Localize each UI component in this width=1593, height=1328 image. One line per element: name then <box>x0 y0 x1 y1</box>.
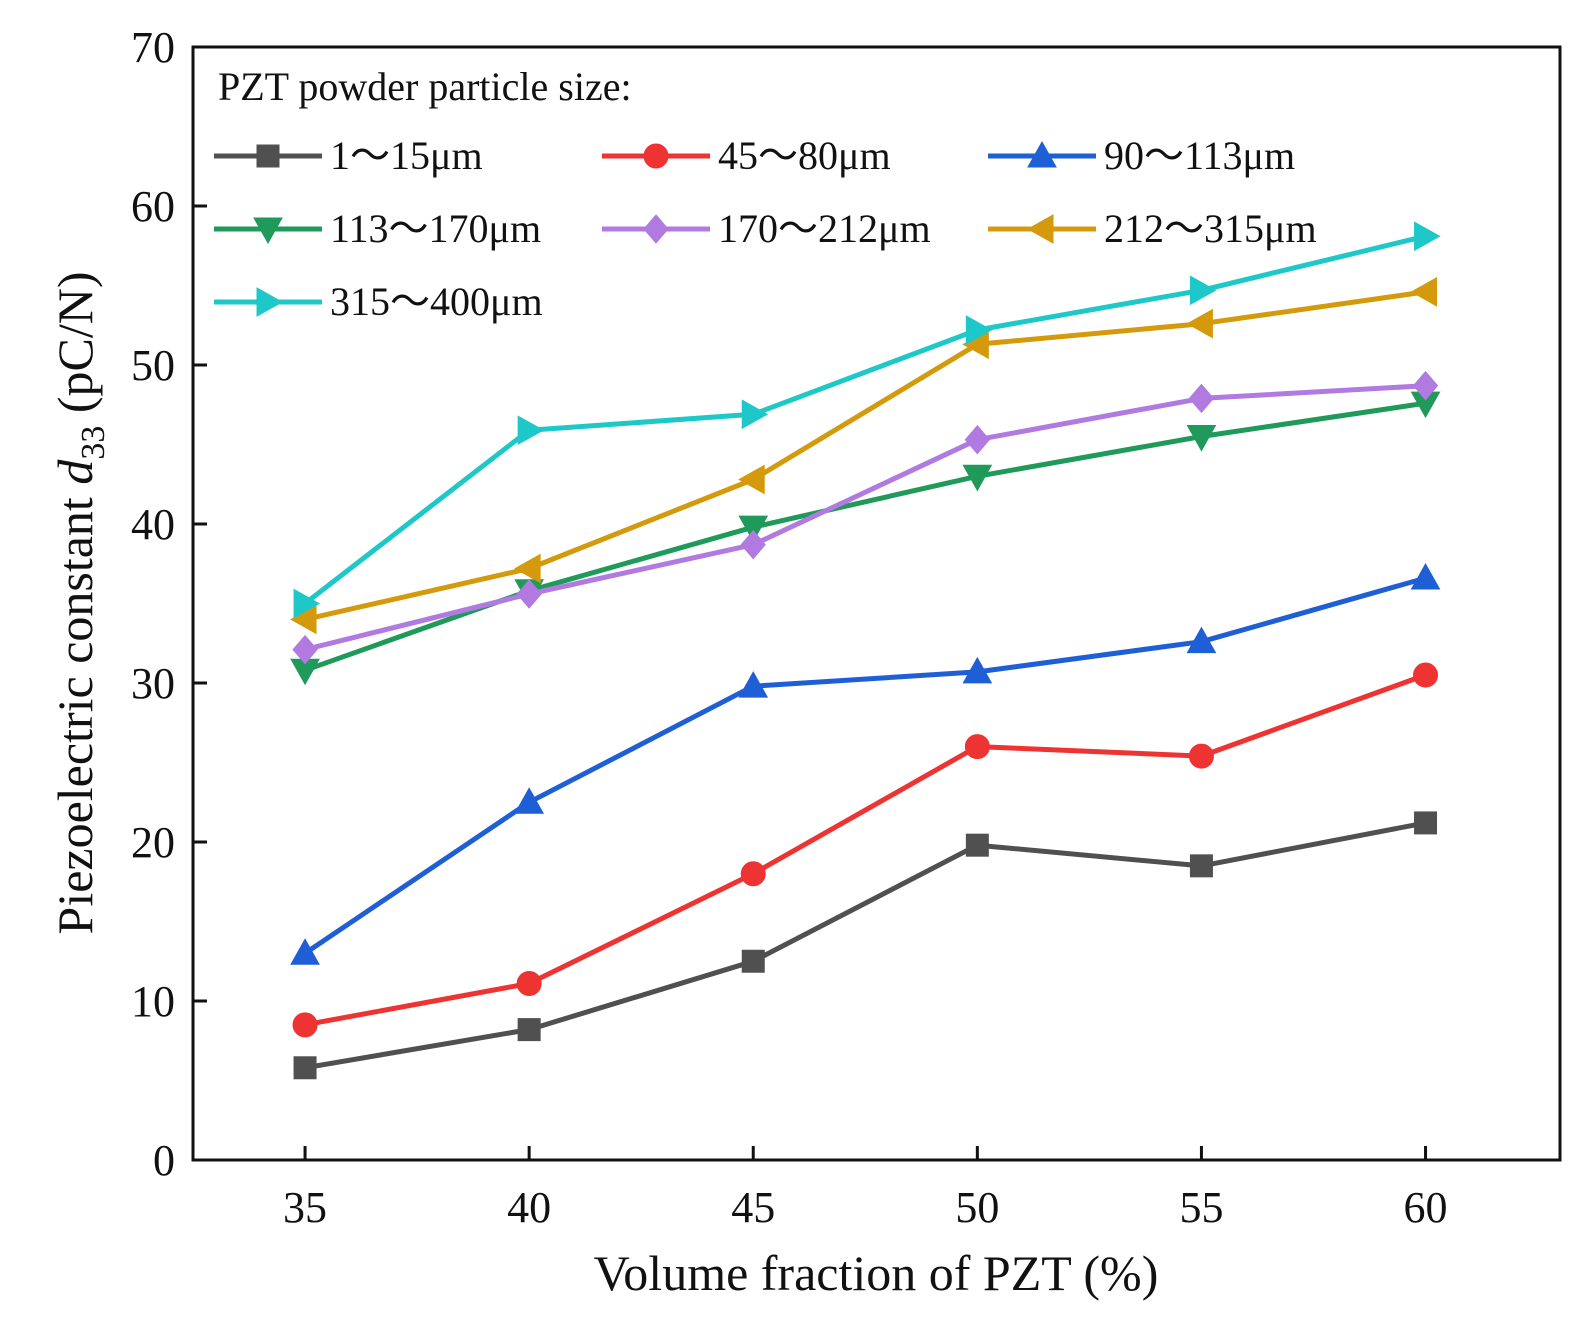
y-axis-title-prefix: Piezoelectric constant <box>47 485 103 935</box>
x-tick-label: 55 <box>1179 1183 1223 1232</box>
legend-label: 45～80μm <box>718 133 891 178</box>
data-point <box>738 671 769 698</box>
y-tick-label: 10 <box>131 977 175 1026</box>
x-tick-label: 40 <box>507 1183 551 1232</box>
legend-label: 90～113μm <box>1104 133 1295 178</box>
data-point <box>740 529 766 560</box>
legend-title: PZT powder particle size: <box>218 64 632 109</box>
data-point <box>1412 370 1439 401</box>
legend-entry: 90～113μm <box>988 133 1295 178</box>
data-point <box>1410 563 1441 590</box>
legend-entry: 113～170μm <box>214 206 541 251</box>
series-line <box>303 575 1427 956</box>
legend-entry: 170～212μm <box>602 206 931 251</box>
data-point <box>741 949 765 973</box>
legend-entry: 315～400μm <box>214 279 543 324</box>
y-axis-title: Piezoelectric constant d33 (pC/N) <box>47 272 112 935</box>
data-point <box>962 464 993 492</box>
data-point <box>965 315 993 345</box>
legend-marker <box>253 217 283 245</box>
data-point <box>514 787 545 814</box>
plot-frame <box>191 45 1562 1162</box>
legend-marker <box>643 143 669 169</box>
series-3 <box>290 563 1441 965</box>
data-point <box>516 971 542 997</box>
data-point <box>1186 308 1213 339</box>
legend-marker <box>256 287 284 317</box>
data-point <box>516 579 542 609</box>
legend-label: 113～170μm <box>330 206 541 251</box>
x-tick-label: 50 <box>955 1183 999 1232</box>
data-point <box>962 656 993 684</box>
data-point <box>1410 277 1438 307</box>
legend-marker <box>1026 214 1054 244</box>
data-point <box>1188 743 1214 769</box>
legend-marker <box>1027 140 1057 168</box>
data-point <box>293 588 321 619</box>
data-point <box>290 938 320 965</box>
data-point <box>514 553 541 584</box>
y-tick-label: 60 <box>131 182 175 231</box>
x-tick-label: 60 <box>1404 1183 1448 1232</box>
series-line <box>304 400 1426 673</box>
x-tick-label: 35 <box>283 1183 327 1232</box>
y-tick-label: 50 <box>131 341 175 390</box>
y-tick-label: 0 <box>153 1136 175 1185</box>
data-point <box>741 399 769 430</box>
data-point <box>1186 425 1217 452</box>
y-tick-label: 20 <box>131 818 175 867</box>
y-tick-label: 70 <box>131 23 175 72</box>
data-point <box>292 634 318 665</box>
series-7 <box>293 221 1441 619</box>
x-tick-label: 45 <box>731 1183 775 1232</box>
data-point <box>1413 662 1439 688</box>
data-point <box>964 734 990 760</box>
data-point <box>965 833 989 857</box>
series-4 <box>290 391 1441 686</box>
y-axis-title-subscript: 33 <box>75 426 112 460</box>
data-point <box>1186 626 1217 654</box>
legend-entry: 1～15μm <box>214 133 483 178</box>
data-point <box>738 464 765 495</box>
legend-marker <box>256 144 280 168</box>
legend-label: 315～400μm <box>330 279 543 324</box>
data-point <box>738 515 769 543</box>
series-5 <box>292 370 1439 665</box>
series-line <box>304 820 1426 1071</box>
data-point <box>1189 854 1213 878</box>
series-line <box>303 233 1427 606</box>
series-6 <box>290 277 1438 635</box>
legend-entry: 212～315μm <box>988 206 1317 251</box>
x-axis-title: Volume fraction of PZT (%) <box>594 1245 1159 1301</box>
legend-label: 170～212μm <box>718 206 931 251</box>
axis-ticks: 35 40 45 50 55 60 0 10 20 30 40 50 60 70 <box>131 23 1448 1232</box>
y-axis-title-suffix: (pC/N) <box>47 272 103 426</box>
series-line <box>304 289 1426 622</box>
y-axis-title-symbol: d <box>47 459 103 485</box>
data-point <box>517 1018 541 1042</box>
data-point <box>517 415 545 446</box>
data-point <box>292 1012 318 1038</box>
data-point <box>1414 811 1438 835</box>
data-point <box>293 1056 317 1080</box>
data-point <box>1188 383 1215 414</box>
data-point <box>964 424 991 455</box>
series-line <box>304 672 1427 1028</box>
legend-entry: 45～80μm <box>602 133 891 178</box>
series-layer <box>290 221 1441 1080</box>
series-2 <box>292 662 1439 1038</box>
legend-label: 1～15μm <box>330 133 483 178</box>
series-line <box>304 383 1426 653</box>
legend-marker <box>643 214 669 244</box>
y-tick-label: 30 <box>131 659 175 708</box>
data-point <box>1189 275 1217 306</box>
series-1 <box>293 811 1438 1080</box>
data-point <box>740 861 766 887</box>
legend-label: 212～315μm <box>1104 206 1317 251</box>
data-point <box>1414 221 1441 252</box>
legend: PZT powder particle size: 1～15μm 45～80μm 9… <box>214 64 1317 324</box>
y-tick-label: 40 <box>131 500 175 549</box>
